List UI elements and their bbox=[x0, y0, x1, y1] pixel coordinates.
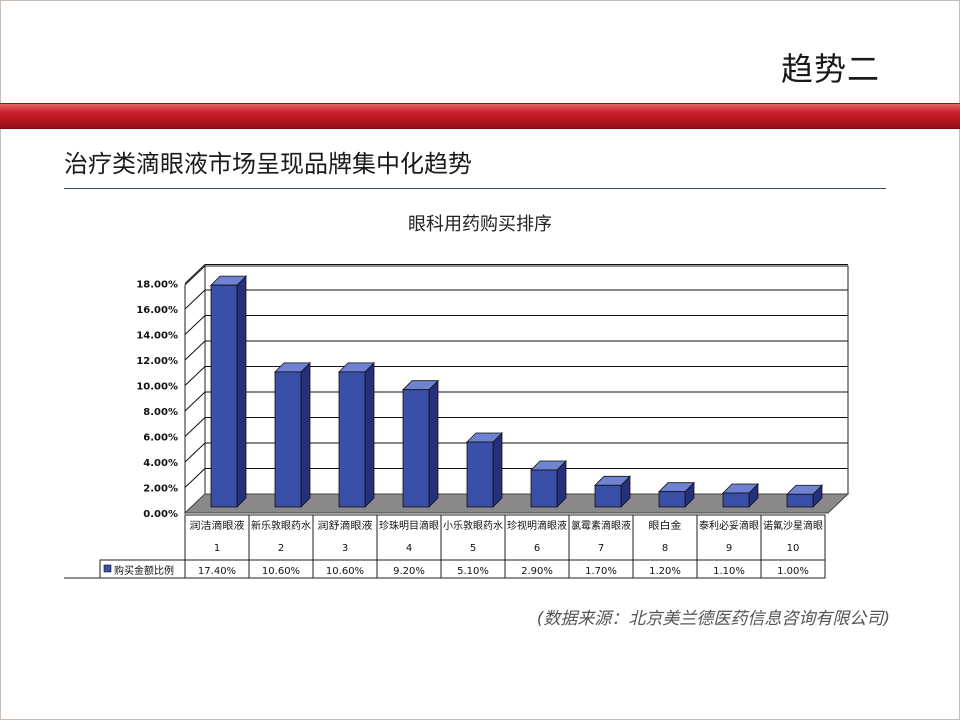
legend-label: 购买金额比例 bbox=[114, 564, 174, 577]
category-label: 眼白金 bbox=[649, 519, 682, 532]
chart-back-wall bbox=[204, 265, 849, 495]
data-label: 10.60% bbox=[262, 566, 300, 577]
y-tick-label: 2.00% bbox=[143, 484, 178, 495]
category-label: 诺氟沙星滴眼 bbox=[763, 519, 823, 532]
data-label: 1.10% bbox=[713, 566, 745, 577]
bar bbox=[402, 389, 430, 508]
data-label: 1.20% bbox=[649, 566, 681, 577]
header-band bbox=[0, 103, 960, 129]
category-label: 氯霉素滴眼液 bbox=[571, 519, 631, 532]
y-tick-label: 8.00% bbox=[143, 407, 178, 418]
rank-label: 3 bbox=[342, 543, 348, 554]
slide-title: 趋势二 bbox=[780, 50, 880, 88]
category-label: 润舒滴眼液 bbox=[318, 519, 373, 532]
bar-side bbox=[364, 361, 375, 508]
y-tick-label: 10.00% bbox=[136, 382, 178, 393]
subtitle-divider bbox=[64, 188, 886, 189]
category-label: 新乐敦眼药水 bbox=[251, 519, 311, 532]
y-tick-label: 0.00% bbox=[143, 509, 178, 520]
gridline-side bbox=[184, 417, 206, 437]
data-source-note: (数据来源：北京美兰德医药信息咨询有限公司) bbox=[536, 609, 890, 629]
chart-title: 眼科用药购买排序 bbox=[408, 214, 552, 235]
y-tick-label: 14.00% bbox=[136, 331, 178, 342]
data-label: 1.70% bbox=[585, 566, 617, 577]
bar bbox=[274, 371, 302, 508]
category-label: 小乐敦眼药水 bbox=[443, 519, 503, 532]
data-label: 17.40% bbox=[198, 566, 236, 577]
rank-label: 8 bbox=[662, 543, 668, 554]
gridline-side bbox=[184, 264, 206, 284]
rank-label: 10 bbox=[787, 543, 800, 554]
bar bbox=[658, 491, 686, 508]
slide-subtitle: 治疗类滴眼液市场呈现品牌集中化趋势 bbox=[64, 150, 472, 178]
data-label: 10.60% bbox=[326, 566, 364, 577]
gridline-side bbox=[184, 315, 206, 335]
category-label: 珍视明滴眼液 bbox=[507, 519, 567, 532]
y-tick-label: 4.00% bbox=[143, 458, 178, 469]
chart-side-wall bbox=[184, 264, 206, 515]
legend-swatch bbox=[103, 564, 112, 573]
bar bbox=[594, 484, 622, 508]
rank-label: 2 bbox=[278, 543, 284, 554]
gridline-side bbox=[184, 340, 206, 361]
rank-label: 5 bbox=[470, 543, 476, 554]
bar bbox=[210, 284, 238, 508]
y-tick-label: 6.00% bbox=[143, 433, 178, 444]
bar bbox=[338, 371, 366, 508]
gridline-side bbox=[184, 391, 206, 412]
bar-side bbox=[236, 275, 247, 508]
bar-side bbox=[492, 432, 503, 508]
bar-side bbox=[428, 379, 439, 508]
data-label: 9.20% bbox=[393, 566, 425, 577]
rank-label: 4 bbox=[406, 543, 412, 554]
y-tick-label: 12.00% bbox=[136, 356, 178, 367]
data-label: 2.90% bbox=[521, 566, 553, 577]
rank-label: 1 bbox=[214, 543, 220, 554]
gridline-side bbox=[184, 366, 206, 386]
bar bbox=[722, 492, 750, 508]
bar bbox=[786, 493, 814, 508]
bar bbox=[530, 469, 558, 508]
category-label: 泰利必妥滴眼 bbox=[699, 519, 759, 532]
gridline-side bbox=[184, 442, 206, 463]
rank-label: 7 bbox=[598, 543, 604, 554]
data-label: 5.10% bbox=[457, 566, 489, 577]
y-tick-label: 18.00% bbox=[136, 280, 178, 291]
data-label: 1.00% bbox=[777, 566, 809, 577]
category-label: 珍珠明目滴眼 bbox=[379, 519, 439, 532]
gridline-side bbox=[184, 468, 206, 488]
rank-label: 9 bbox=[726, 543, 732, 554]
bar-side bbox=[300, 361, 311, 508]
rank-label: 6 bbox=[534, 543, 540, 554]
bar bbox=[466, 441, 494, 508]
category-label: 润洁滴眼液 bbox=[190, 519, 245, 532]
y-tick-label: 16.00% bbox=[136, 305, 178, 316]
gridline-side bbox=[184, 289, 206, 310]
